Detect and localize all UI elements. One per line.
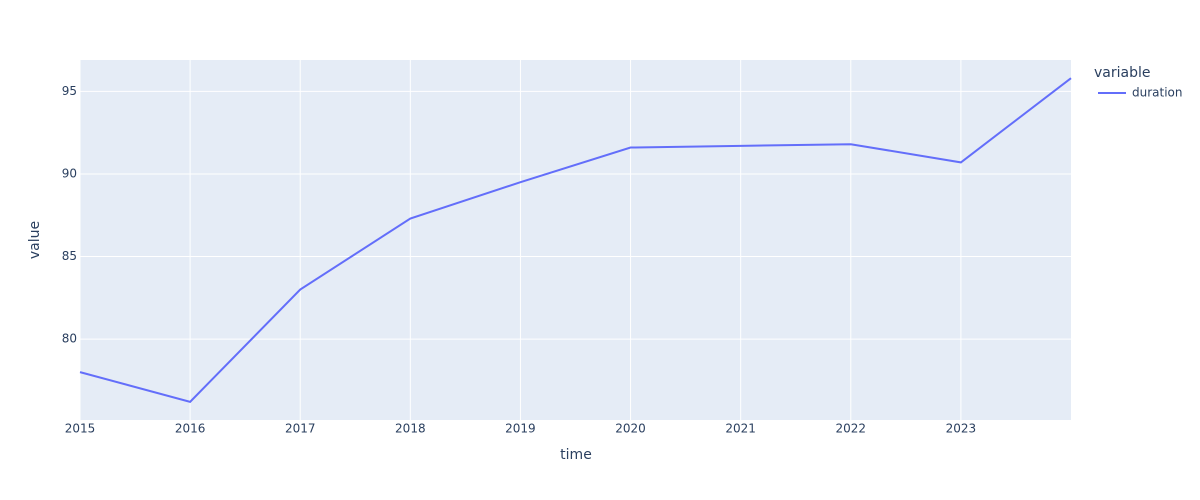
data-line <box>79 77 1072 403</box>
y-tick-label: 95 <box>62 84 77 98</box>
x-tick-label: 2023 <box>946 422 977 436</box>
x-tick-label: 2019 <box>505 422 536 436</box>
plot-area <box>80 60 1071 420</box>
legend-title: variable <box>1094 65 1150 81</box>
y-axis-title: value <box>27 221 43 259</box>
y-tick-label: 85 <box>62 249 77 263</box>
legend-label: duration <box>1132 86 1183 100</box>
y-tick-label: 80 <box>62 332 77 346</box>
x-tick-label: 2015 <box>65 422 96 436</box>
x-tick-label: 2021 <box>725 422 756 436</box>
x-tick-label: 2020 <box>615 422 646 436</box>
x-tick-label: 2018 <box>395 422 426 436</box>
y-tick-label: 90 <box>62 166 77 180</box>
x-axis-title: time <box>560 447 592 463</box>
x-tick-label: 2017 <box>285 422 316 436</box>
x-tick-label: 2016 <box>175 422 206 436</box>
x-tick-label: 2022 <box>836 422 867 436</box>
